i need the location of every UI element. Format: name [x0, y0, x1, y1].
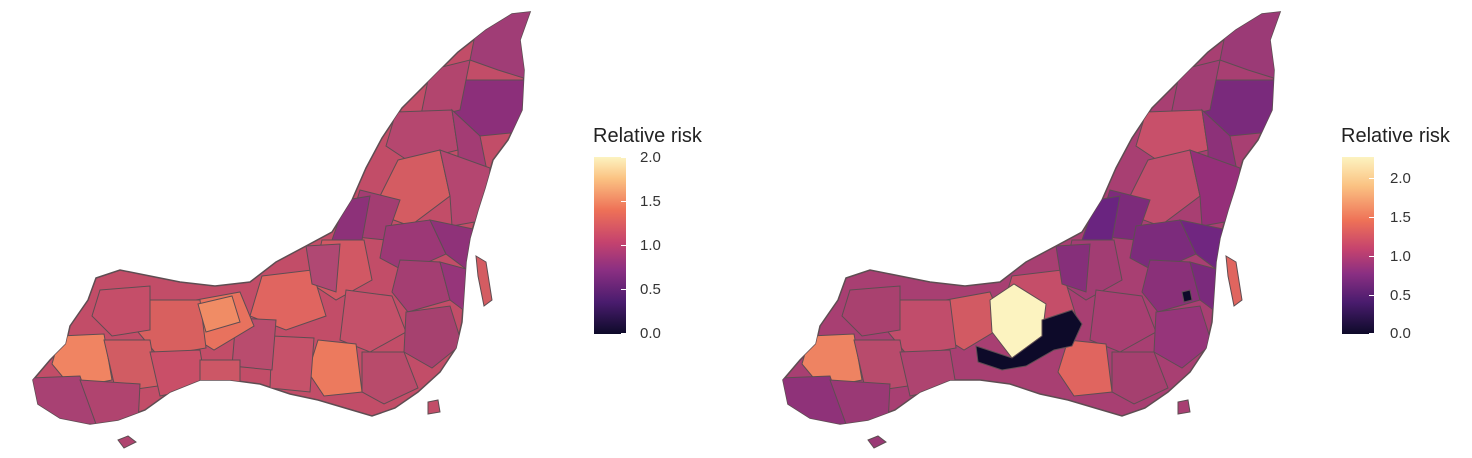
tick-label: 1.0 [640, 237, 661, 254]
tick-label: 0.0 [1390, 325, 1411, 342]
tick-mark [1369, 256, 1374, 257]
tick-label: 1.5 [640, 193, 661, 210]
tick-label: 0.5 [1390, 287, 1411, 304]
tick-label: 1.0 [1390, 248, 1411, 265]
tick-mark [621, 201, 626, 202]
tick-mark [621, 289, 626, 290]
tick-mark [1369, 295, 1374, 296]
tick-mark [1369, 178, 1374, 179]
left-map [32, 11, 531, 449]
tick-label: 2.0 [1390, 170, 1411, 187]
tick-mark [621, 333, 626, 334]
color-bar [594, 157, 626, 334]
color-bar [1342, 157, 1374, 334]
tick-label: 0.0 [640, 325, 661, 342]
tick-mark [1369, 217, 1374, 218]
tick-mark [621, 157, 626, 158]
right-map [782, 11, 1281, 449]
tick-mark [621, 245, 626, 246]
tick-mark [1369, 333, 1374, 334]
tick-label: 1.5 [1390, 209, 1411, 226]
tick-label: 0.5 [640, 281, 661, 298]
tick-label: 2.0 [640, 149, 661, 166]
legend-title: Relative risk [1341, 125, 1450, 147]
legend-title: Relative risk [593, 125, 702, 147]
